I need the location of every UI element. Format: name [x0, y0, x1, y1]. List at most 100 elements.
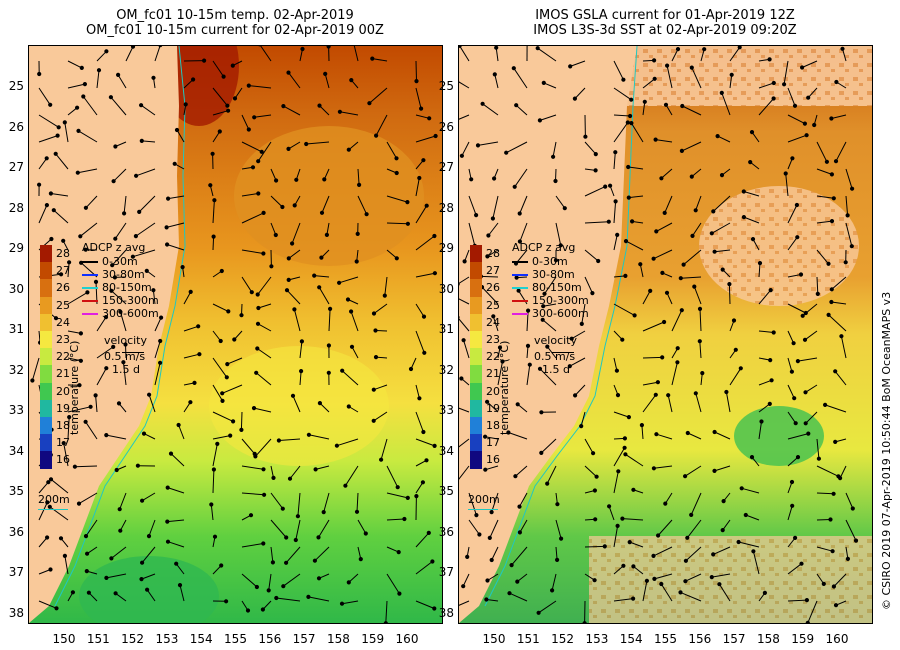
current-vector-head	[620, 337, 625, 342]
current-vector-head	[232, 96, 238, 101]
current-vector	[148, 394, 156, 413]
current-vector	[711, 573, 731, 578]
current-vector	[106, 573, 127, 579]
current-vector-head	[459, 376, 464, 381]
current-vector-head	[689, 174, 694, 179]
colorbar-tick: 21	[486, 367, 500, 381]
current-vector-head	[299, 339, 304, 344]
current-vector-head	[465, 554, 470, 559]
current-vector-head	[405, 495, 410, 500]
current-vector-head	[246, 83, 251, 88]
current-vector-head	[118, 528, 123, 533]
velocity-time: 1.5 d	[542, 363, 570, 376]
current-vector	[168, 195, 185, 200]
current-vector-head	[312, 273, 317, 278]
colorbar-tick: 19	[486, 401, 500, 415]
current-vector-head	[54, 606, 59, 611]
current-vector-head	[733, 347, 738, 352]
current-vector	[111, 546, 127, 559]
current-vector-head	[317, 401, 322, 406]
current-vector-head	[364, 212, 369, 217]
current-vector-head	[37, 182, 42, 187]
legend-arrow	[512, 261, 528, 263]
x-tick-label: 154	[619, 632, 643, 646]
current-vector-head	[545, 481, 550, 486]
current-vector-head	[397, 591, 402, 596]
current-vector-head	[489, 510, 494, 515]
current-vector	[628, 166, 644, 170]
current-vector	[519, 492, 528, 507]
current-vector	[459, 407, 470, 413]
current-vector-head	[146, 534, 152, 539]
current-vector	[787, 411, 797, 424]
current-vector	[480, 275, 499, 278]
current-vector-head	[486, 233, 491, 238]
current-vector	[816, 546, 833, 552]
current-vector	[728, 284, 731, 305]
current-vector	[212, 110, 229, 116]
current-vector	[787, 563, 802, 575]
current-vector-head	[474, 513, 479, 518]
current-vector-head	[795, 359, 800, 364]
current-vector-head	[374, 133, 379, 138]
current-vector	[415, 384, 420, 399]
current-vector	[67, 357, 82, 362]
current-vector	[468, 492, 477, 516]
current-vector	[834, 370, 847, 386]
current-vector-head	[83, 205, 89, 210]
current-vector	[835, 141, 847, 162]
current-vector-head	[629, 121, 634, 126]
current-vector-head	[145, 587, 150, 592]
current-vector-head	[417, 396, 422, 401]
current-vector-head	[414, 494, 419, 499]
current-vector	[461, 141, 470, 157]
current-vector	[485, 436, 499, 440]
current-vector-head	[711, 552, 716, 557]
current-vector	[642, 290, 651, 305]
current-vector	[212, 435, 231, 440]
velocity-label: velocity	[534, 334, 577, 347]
current-vector-head	[639, 423, 644, 428]
current-vector	[257, 141, 272, 162]
x-tick-label: 156	[688, 632, 712, 646]
colorbar-segment	[470, 279, 482, 297]
current-vector-head	[261, 251, 266, 256]
current-vector	[654, 573, 673, 580]
current-vector-head	[254, 584, 259, 590]
current-vector-head	[165, 242, 170, 247]
current-vector-head	[112, 275, 118, 280]
current-vector	[38, 502, 48, 521]
current-vector-head	[45, 535, 50, 540]
current-vector-head	[44, 203, 49, 208]
current-vector-head	[317, 285, 322, 290]
colorbar-tick: 18	[486, 419, 500, 432]
current-vector	[758, 98, 774, 116]
current-vector	[682, 105, 702, 116]
current-vector-head	[629, 97, 634, 102]
current-vector-head	[789, 479, 795, 485]
current-vector	[183, 353, 200, 359]
current-vector	[386, 492, 408, 499]
current-vector	[657, 519, 673, 536]
current-vector	[270, 519, 287, 538]
current-vector-head	[261, 467, 266, 472]
current-vector-head	[422, 350, 427, 355]
current-vector-head	[631, 487, 636, 492]
current-vector	[486, 401, 499, 413]
current-vector	[152, 290, 156, 305]
current-vector-head	[579, 321, 584, 326]
current-vector-head	[166, 196, 171, 201]
current-vector-head	[313, 467, 318, 472]
current-vector	[415, 561, 433, 575]
current-vector-head	[379, 457, 384, 462]
current-vector-head	[211, 234, 216, 239]
current-vector-head	[551, 154, 556, 159]
current-vector	[415, 235, 435, 251]
current-vector	[306, 141, 330, 145]
current-vector	[386, 195, 408, 203]
current-vector-head	[569, 336, 574, 341]
current-vector-head	[461, 584, 466, 589]
current-vector-head	[517, 504, 522, 509]
current-vector-head	[802, 337, 808, 342]
current-vector-head	[103, 315, 109, 320]
